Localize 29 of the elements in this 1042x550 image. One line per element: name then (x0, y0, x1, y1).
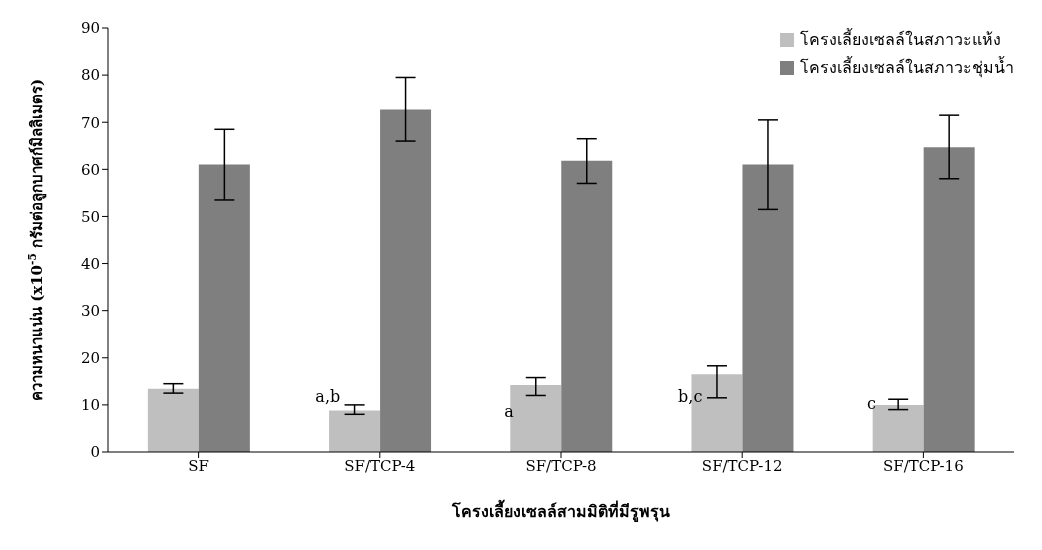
bar (147, 388, 199, 452)
legend-label: โครงเลี้ยงเซลล์ในสภาวะชุ่มน้ำ (800, 55, 1014, 80)
bar (742, 164, 794, 452)
y-tick-label: 60 (80, 160, 100, 179)
y-tick-label: 80 (80, 66, 100, 85)
bar (329, 410, 381, 452)
x-tick-label: SF (188, 456, 209, 475)
x-tick-label: SF/TCP-8 (525, 456, 597, 475)
annotation: a (504, 401, 515, 421)
y-tick-label: 0 (90, 443, 100, 462)
bar (561, 160, 613, 452)
x-tick-label: SF/TCP-4 (344, 456, 416, 475)
y-tick-label: 70 (80, 113, 100, 132)
y-tick-label: 90 (80, 19, 100, 38)
x-axis-title: โครงเลี้ยงเซลล์สามมิติที่มีรูพรุน (451, 499, 670, 523)
y-tick-label: 10 (80, 396, 100, 415)
annotation: c (866, 393, 876, 413)
bar (380, 109, 432, 452)
y-tick-label: 50 (80, 207, 100, 226)
x-tick-label: SF/TCP-16 (883, 456, 964, 475)
legend-label: โครงเลี้ยงเซลล์ในสภาวะแห้ง (800, 27, 1001, 51)
annotation: b,c (678, 387, 703, 407)
x-tick-label: SF/TCP-12 (701, 456, 783, 475)
bar (923, 147, 975, 452)
y-tick-label: 30 (80, 301, 100, 320)
y-tick-label: 20 (80, 349, 100, 368)
bar (198, 164, 250, 452)
annotation: a,b (315, 387, 341, 407)
y-tick-label: 40 (80, 254, 100, 273)
